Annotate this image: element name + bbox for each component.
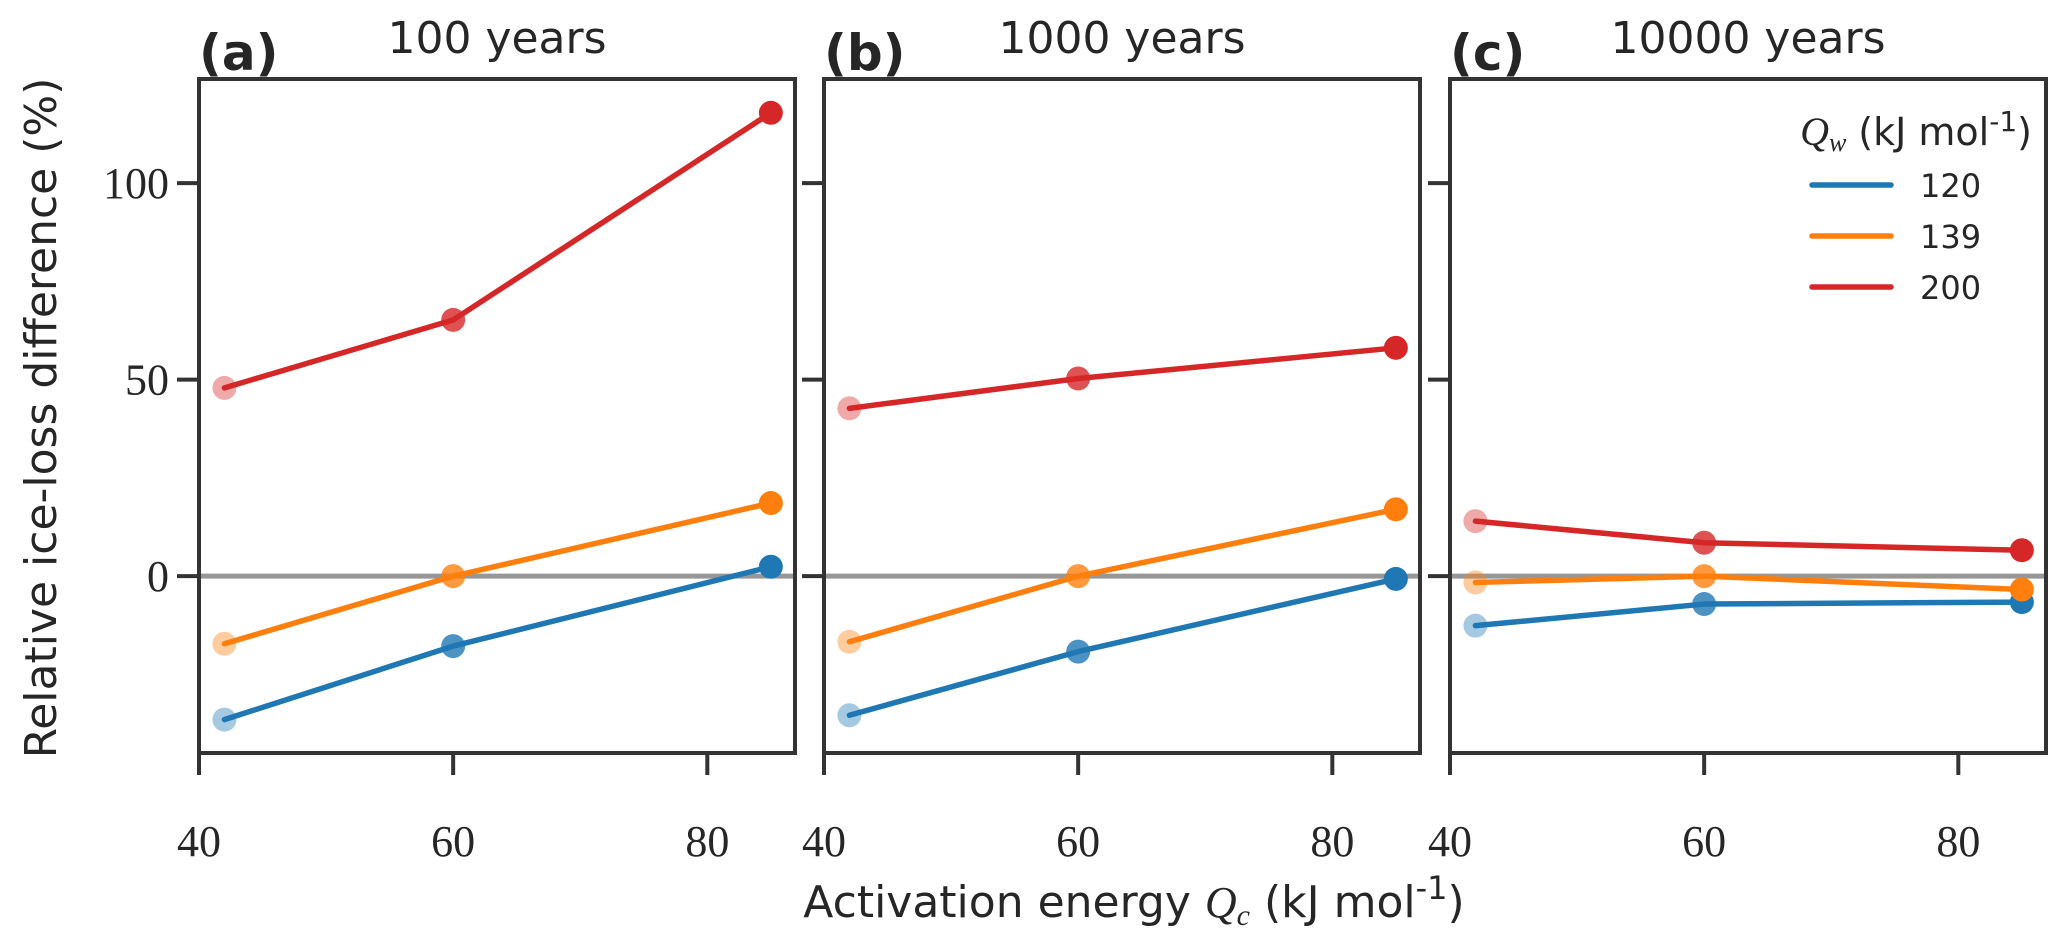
panel-label: (a)	[199, 24, 278, 82]
panels: 0 50 100 40 60 80 100 years (a) 40 60 80 1000 years…	[103, 13, 2048, 866]
legend-title-unit: (kJ mol	[1858, 110, 1989, 154]
data-point-200	[837, 396, 862, 421]
y-tick-label: 50	[125, 356, 169, 405]
data-point-120	[1383, 566, 1408, 591]
data-point-139	[212, 631, 237, 656]
x-tick-label: 80	[1310, 817, 1354, 866]
data-point-139	[2009, 577, 2034, 602]
x-axis-label-unit: (kJ mol	[1264, 877, 1416, 928]
series-line-120	[846, 576, 1399, 719]
x-tick-label: 60	[1682, 817, 1726, 866]
legend-entry-120: 120	[1809, 167, 1981, 205]
data-point-200	[758, 100, 783, 125]
series-line-139	[221, 500, 774, 647]
panel-frame	[1448, 77, 2048, 755]
x-tick-label: 40	[1428, 817, 1472, 866]
panel-frame	[197, 77, 797, 755]
legend-entries: 120 139 200	[1809, 167, 1981, 307]
data-point-120	[1692, 592, 1717, 617]
x-axis-label-text: Activation energy	[803, 877, 1205, 928]
data-point-120	[837, 703, 862, 728]
legend-entry-139: 139	[1809, 218, 1981, 256]
series-line-120	[221, 563, 774, 723]
panel-b: 40 60 80 1000 years (b)	[802, 13, 1422, 866]
series-line-120	[1472, 599, 2025, 629]
x-axis-label: Activation energy Qc (kJ mol-1)	[803, 869, 1464, 932]
data-point-120	[1066, 639, 1091, 664]
panel-title: 100 years	[387, 13, 606, 64]
data-point-139	[441, 564, 466, 589]
panel-title: 10000 years	[1610, 13, 1885, 64]
data-point-139	[837, 629, 862, 654]
x-tick-label: 40	[177, 817, 221, 866]
y-axis-label: Relative ice-loss difference (%)	[16, 78, 67, 759]
panel-c: 40 60 80 10000 years (c)	[1428, 13, 2048, 866]
series-line-200	[1472, 518, 2025, 553]
x-tick-label: 80	[685, 817, 729, 866]
legend-label: 139	[1920, 218, 1981, 256]
x-tick-label: 60	[1056, 817, 1100, 866]
legend-title-subscript: w	[1829, 128, 1847, 157]
legend-title-superscript: -1	[1989, 105, 2017, 138]
data-point-139	[1066, 564, 1091, 589]
panel-frame	[822, 77, 1422, 755]
data-point-139	[1383, 497, 1408, 522]
x-tick-label: 80	[1936, 817, 1980, 866]
data-point-200	[1383, 335, 1408, 360]
x-tick-label: 40	[802, 817, 846, 866]
series-line-200	[846, 345, 1399, 412]
data-point-200	[1692, 530, 1717, 555]
data-point-200	[2009, 538, 2034, 563]
y-tick-label: 100	[103, 159, 169, 208]
x-axis-label-close: )	[1448, 877, 1465, 928]
x-tick-label: 60	[431, 817, 475, 866]
series-line-200	[221, 110, 774, 391]
x-axis-label-superscript: -1	[1416, 869, 1448, 907]
data-point-200	[1463, 509, 1488, 534]
legend-label: 120	[1920, 167, 1981, 205]
legend-title: Qw (kJ mol-1)	[1800, 105, 2032, 157]
legend-title-close: )	[2017, 110, 2032, 154]
data-point-120	[1463, 613, 1488, 638]
panel-a: 0 50 100 40 60 80 100 years (a)	[103, 13, 797, 866]
y-tick-label: 0	[147, 552, 169, 601]
legend: Qw (kJ mol-1) 120 139 200	[1800, 105, 2032, 307]
panel-label: (c)	[1450, 24, 1525, 82]
legend-title-symbol: Q	[1800, 109, 1829, 154]
data-point-120	[758, 554, 783, 579]
data-point-200	[212, 375, 237, 400]
legend-label: 200	[1920, 269, 1981, 307]
data-point-200	[1066, 366, 1091, 391]
panel-title: 1000 years	[998, 13, 1245, 64]
x-axis-label-subscript: c	[1237, 899, 1250, 932]
data-point-120	[441, 634, 466, 659]
data-point-139	[1692, 564, 1717, 589]
legend-entry-200: 200	[1809, 269, 1981, 307]
panel-label: (b)	[824, 24, 906, 82]
x-axis-label-symbol: Q	[1205, 878, 1237, 927]
data-point-120	[212, 707, 237, 732]
data-point-139	[1463, 570, 1488, 595]
data-point-139	[758, 491, 783, 516]
data-point-200	[441, 307, 466, 332]
